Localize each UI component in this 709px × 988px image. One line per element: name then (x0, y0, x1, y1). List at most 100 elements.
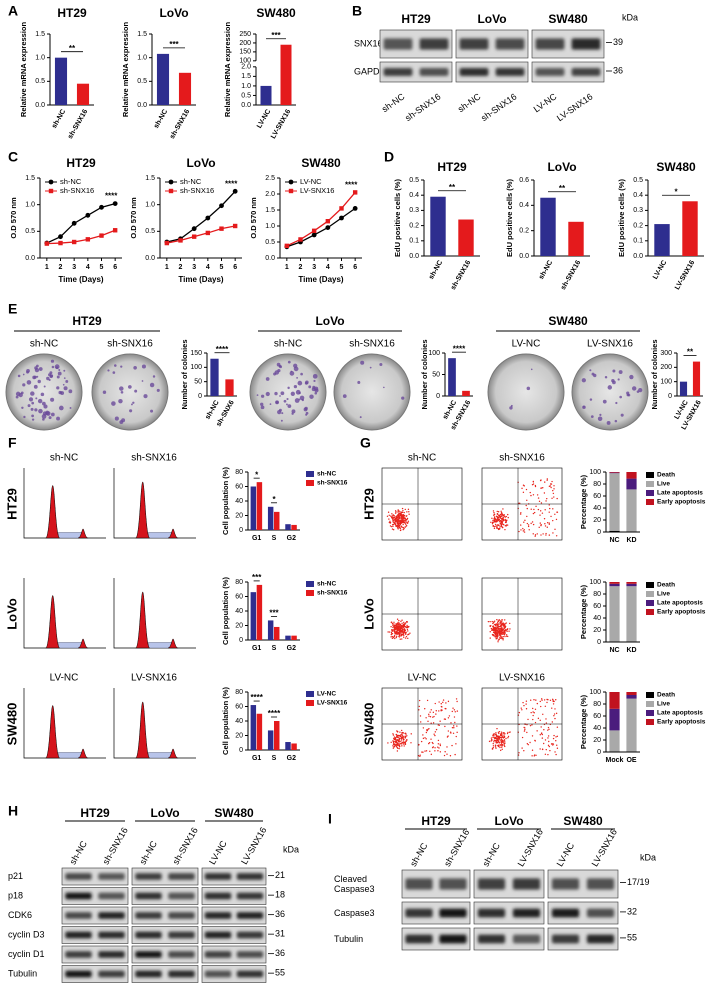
event (418, 744, 420, 746)
event (496, 518, 498, 521)
y-tick-label: 80 (593, 701, 601, 708)
event (399, 624, 401, 626)
event (403, 516, 405, 519)
event (494, 739, 496, 742)
colony (265, 377, 270, 381)
event (505, 525, 507, 527)
y-tick-label: 0.1 (633, 238, 643, 245)
colony (50, 412, 55, 417)
event (403, 511, 405, 514)
event (535, 754, 537, 756)
bar (448, 358, 456, 396)
event (396, 635, 398, 638)
significance: **** (345, 181, 358, 190)
bar (280, 44, 292, 105)
significance: **** (453, 344, 466, 353)
y-tick-label: 20 (593, 627, 601, 634)
event (498, 623, 500, 625)
significance: *** (271, 31, 281, 40)
bar (156, 53, 170, 105)
event (522, 701, 524, 704)
event (501, 748, 503, 750)
event (407, 626, 409, 628)
event (491, 748, 494, 750)
event (497, 731, 500, 733)
chart-title: HT29 (437, 160, 467, 174)
event (496, 637, 499, 639)
y-axis-label: Relative mRNA expression (19, 22, 28, 118)
legend-swatch (646, 490, 654, 496)
event (402, 523, 404, 526)
event (425, 750, 428, 752)
event (444, 707, 446, 710)
event (527, 525, 530, 528)
histogram-frame (113, 688, 196, 759)
colony (359, 416, 362, 419)
event (404, 625, 406, 627)
bar (250, 705, 257, 750)
colony (298, 391, 301, 395)
event (420, 740, 423, 743)
event (434, 747, 436, 749)
event (418, 699, 421, 702)
event (502, 735, 504, 738)
blot-band (477, 878, 506, 890)
event (504, 635, 506, 638)
event (507, 516, 509, 519)
event (402, 510, 404, 512)
colony (312, 373, 318, 379)
event (552, 489, 554, 492)
blot-strip (473, 927, 545, 951)
y-axis-label: O.D 570 nm (9, 197, 18, 239)
y-tick-label: 80 (593, 481, 601, 488)
event (391, 632, 394, 635)
event (523, 521, 525, 523)
event (497, 528, 500, 531)
x-tick-label: 5 (340, 264, 344, 271)
row-label: LoVo (4, 598, 19, 630)
event (455, 698, 458, 700)
legend-label: sh-SNX16 (180, 186, 214, 195)
event (387, 742, 389, 744)
bar (285, 524, 291, 530)
marker (112, 228, 118, 233)
x-tick-label: sh-NC (51, 108, 67, 129)
colony (121, 418, 126, 423)
event (496, 524, 498, 527)
event (537, 717, 540, 720)
x-tick-label: G2 (287, 535, 296, 542)
colony (50, 359, 55, 363)
event (492, 747, 495, 749)
event (403, 624, 406, 626)
bar (267, 506, 274, 530)
event (554, 717, 556, 720)
event (495, 738, 498, 740)
event (406, 621, 408, 623)
condition-label: sh-NC (50, 453, 78, 464)
event (392, 626, 394, 629)
event (498, 638, 500, 641)
colony (120, 390, 124, 394)
marker (232, 223, 238, 229)
event (548, 740, 550, 743)
colony (102, 390, 107, 394)
event (553, 713, 556, 715)
histogram-g2-peak (167, 528, 179, 539)
event (397, 511, 399, 513)
event (403, 623, 406, 625)
cell-line-label: LoVo (315, 314, 344, 328)
size-label: 18 (275, 890, 285, 900)
event (545, 748, 547, 751)
event (399, 526, 401, 528)
event (447, 730, 450, 732)
significance: *** (169, 40, 179, 49)
event (398, 622, 400, 624)
colony (360, 360, 365, 365)
event (493, 735, 495, 737)
colony (526, 386, 531, 391)
blot-band (236, 892, 264, 900)
event (533, 511, 536, 514)
x-tick-label: 6 (353, 264, 357, 271)
event (400, 629, 403, 632)
bar-segment (609, 472, 620, 474)
